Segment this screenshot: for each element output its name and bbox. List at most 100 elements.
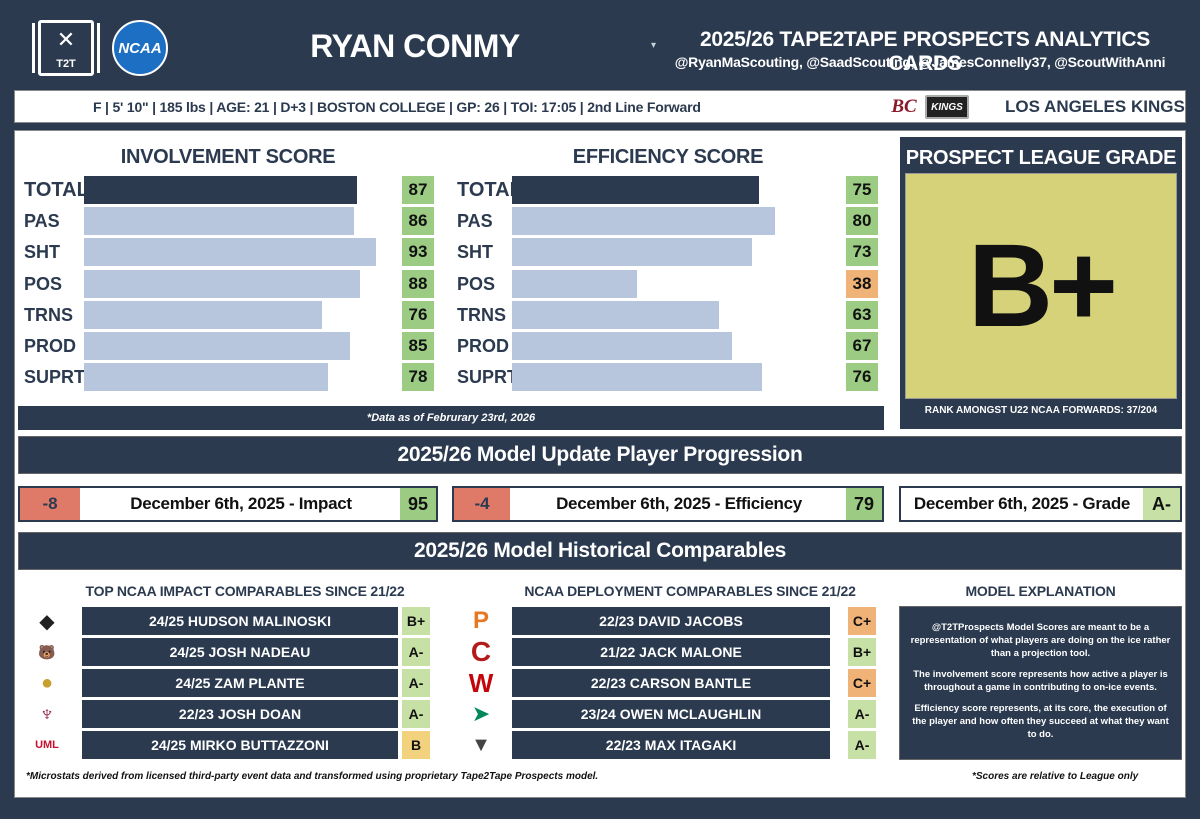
impact-progression: -8 December 6th, 2025 - Impact 95 [18, 486, 438, 522]
score-row: SUPRT 76 [0, 363, 1200, 392]
score-label: TRNS [24, 304, 73, 325]
score-row: PAS 80 [0, 207, 1200, 236]
score-label: PAS [24, 211, 60, 232]
maine-logo-icon: 🐻 [38, 643, 56, 660]
efficiency-delta: -4 [454, 488, 510, 520]
logo-bar [32, 23, 35, 73]
score-row: SUPRT 78 [0, 363, 1200, 392]
t2t-logo: ✕ T2T [32, 20, 100, 76]
score-row: SHT 93 [0, 238, 1200, 267]
score-label: SUPRT [457, 367, 519, 388]
score-row: POS 88 [0, 269, 1200, 298]
impact-comparables-head: TOP NCAA IMPACT COMPARABLES SINCE 21/22 [85, 583, 405, 599]
efficiency-title: EFFICIENCY SCORE [572, 146, 764, 168]
wisconsin-logo-icon: W [468, 667, 494, 698]
model-explanation: @T2TProspects Model Scores are meant to … [899, 606, 1182, 760]
card-title: 2025/26 TAPE2TAPE PROSPECTS ANALYTICS CA… [700, 28, 1150, 75]
la-kings-logo: KINGS [925, 95, 969, 119]
score-bar [84, 176, 357, 204]
hockey-sticks-icon: ✕ [56, 27, 76, 52]
score-value: 87 [402, 176, 434, 204]
chevron-down-icon[interactable]: ▾ [651, 40, 657, 51]
score-label: PROD [24, 336, 77, 356]
boston-college-logo: BC [891, 96, 917, 117]
comparable-grade: A- [848, 700, 876, 728]
score-bar [512, 332, 733, 360]
army-logo-icon: ▼ [471, 733, 491, 756]
score-value: 85 [402, 332, 434, 360]
score-label: TOTAL [24, 179, 89, 201]
efficiency-prev-value: 79 [846, 488, 882, 520]
score-bar [84, 363, 329, 392]
score-value: 86 [402, 207, 434, 236]
score-value: 38 [846, 269, 878, 298]
score-label: SHT [457, 242, 493, 263]
score-row: PROD 85 [0, 332, 1200, 360]
header: ✕ T2T NCAA RYAN CONMY ▾ 2025/26 TAPE2TAP… [0, 0, 1200, 92]
score-bar [84, 300, 323, 329]
comparable-grade: B+ [402, 607, 430, 635]
grade-rank: RANK AMONGST U22 NCAA FORWARDS: 37/204 [924, 405, 1158, 416]
score-label: SHT [24, 242, 60, 263]
grade-value: B+ [905, 173, 1177, 399]
impact-delta: -8 [20, 488, 80, 520]
impact-prev-value: 95 [400, 488, 436, 520]
comparable-name: 23/24 OWEN MCLAUGHLIN [512, 700, 830, 728]
score-value: 75 [846, 176, 878, 204]
asu-logo-icon: ♆ [38, 701, 56, 726]
score-value: 88 [402, 269, 434, 298]
team-logos: BC KINGS [889, 92, 989, 122]
score-value: 76 [846, 363, 878, 392]
comparable-grade: A- [402, 700, 430, 728]
progression-title: 2025/26 Model Update Player Progression [18, 436, 1182, 474]
score-bar [84, 207, 354, 236]
impact-date-label: December 6th, 2025 - Impact [130, 494, 352, 513]
comparable-grade: B [402, 731, 430, 759]
historical-title: 2025/26 Model Historical Comparables [18, 532, 1182, 570]
grade-date-label: December 6th, 2025 - Grade [913, 494, 1131, 513]
score-row: PROD 67 [0, 332, 1200, 360]
efficiency-date-label: December 6th, 2025 - Efficiency [556, 494, 802, 513]
score-bar [512, 269, 637, 298]
explanation-paragraph: @T2TProspects Model Scores are meant to … [910, 622, 1171, 659]
data-date-note: *Data as of Februrary 23rd, 2026 [18, 406, 884, 430]
team-name: LOS ANGELES KINGS [1005, 97, 1185, 116]
score-bar [512, 238, 752, 267]
comparable-grade: B+ [848, 638, 876, 666]
scores-footnote: *Scores are relative to League only [972, 771, 1139, 782]
score-label: PAS [457, 211, 493, 232]
score-label: TOTAL [457, 179, 522, 201]
comparable-name: 24/25 ZAM PLANTE [82, 669, 398, 697]
explanation-paragraph: The involvement score represents how act… [913, 669, 1168, 693]
comparable-name: 24/25 JOSH NADEAU [82, 638, 398, 666]
comparable-name: 24/25 MIRKO BUTTAZZONI [82, 731, 398, 759]
score-bar [512, 363, 762, 392]
comparable-grade: A- [848, 731, 876, 759]
score-row: TOTAL 75 [0, 176, 1200, 204]
score-value: 73 [846, 238, 878, 267]
score-bar [512, 176, 759, 204]
score-value: 80 [846, 207, 878, 236]
comparable-name: 22/23 DAVID JACOBS [512, 607, 830, 635]
score-bar [84, 269, 360, 298]
princeton-logo-icon: P [472, 607, 489, 634]
umass-lowell-logo-icon: UML [35, 739, 59, 751]
model-explanation-head: MODEL EXPLANATION [965, 583, 1116, 599]
logo-bar [97, 23, 100, 73]
score-bar [512, 300, 719, 329]
prospect-grade-card: PROSPECT LEAGUE GRADE B+ RANK AMONGST U2… [900, 137, 1182, 429]
comparable-grade: C+ [848, 607, 876, 635]
comparable-grade: C+ [848, 669, 876, 697]
providence-logo-icon: ◆ [39, 610, 55, 633]
player-info: F | 5' 10" | 185 lbs | AGE: 21 | D+3 | B… [93, 99, 701, 115]
comparable-name: 21/22 JACK MALONE [512, 638, 830, 666]
efficiency-progression: -4 December 6th, 2025 - Efficiency 79 [452, 486, 884, 522]
grade-prev-value: A- [1143, 488, 1180, 520]
score-value: 67 [846, 332, 878, 360]
involvement-title: INVOLVEMENT SCORE [120, 146, 336, 168]
comparable-grade: A- [402, 669, 430, 697]
score-label: POS [24, 273, 63, 294]
comparable-name: 22/23 JOSH DOAN [82, 700, 398, 728]
score-row: SHT 73 [0, 238, 1200, 267]
score-row: TOTAL 87 [0, 176, 1200, 204]
